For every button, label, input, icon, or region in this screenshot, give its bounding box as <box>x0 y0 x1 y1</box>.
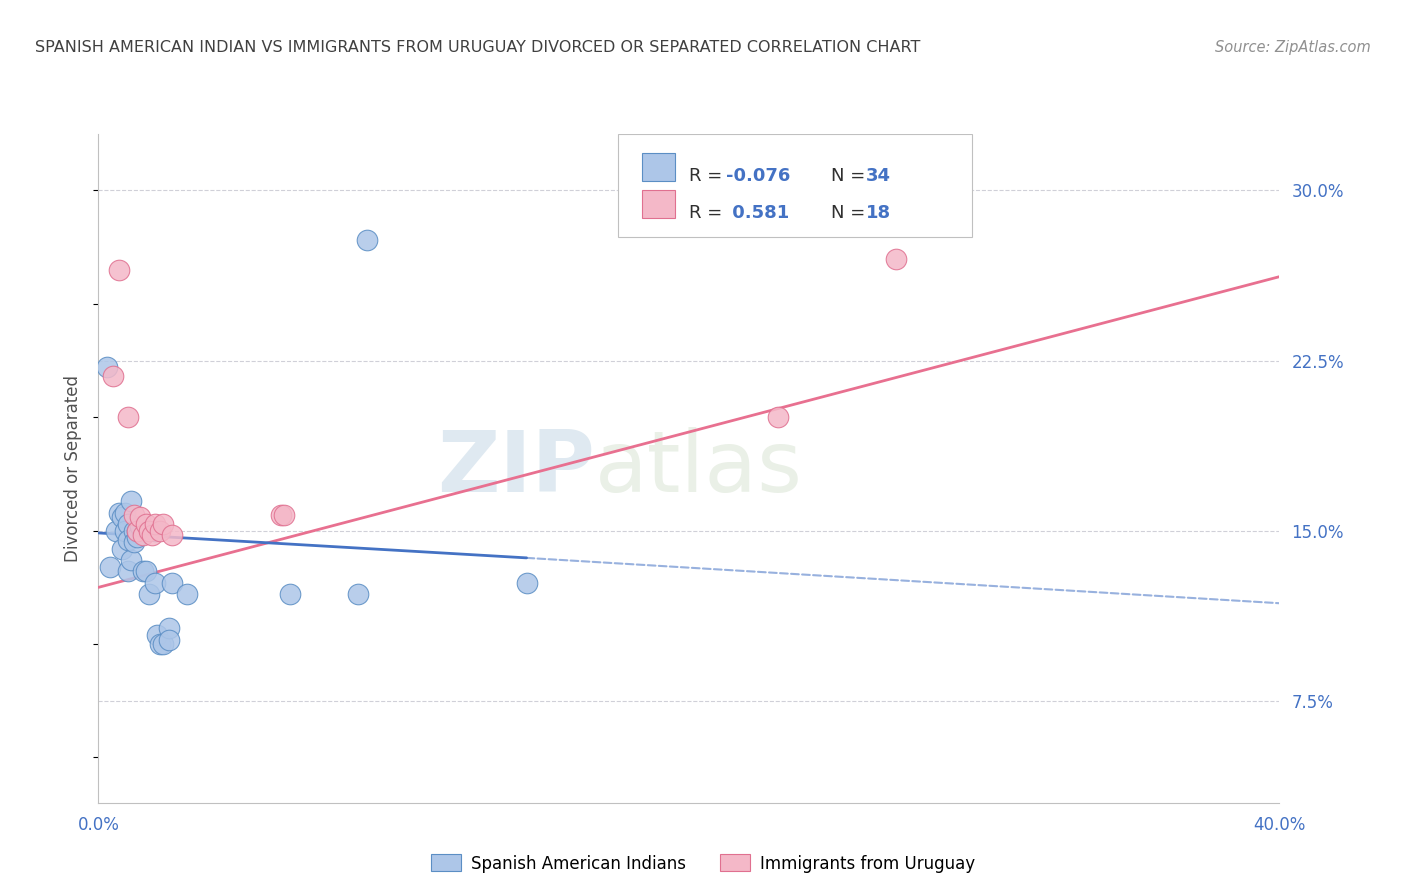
Point <box>128 510 150 524</box>
Point <box>111 510 134 524</box>
Point <box>149 637 172 651</box>
Point <box>152 516 174 531</box>
Text: R =: R = <box>689 167 723 185</box>
Point <box>146 628 169 642</box>
Text: atlas: atlas <box>595 426 803 510</box>
Point <box>120 553 142 567</box>
Point <box>152 637 174 651</box>
Point <box>98 560 121 574</box>
Point <box>157 621 180 635</box>
Point <box>114 524 136 538</box>
Point <box>138 587 160 601</box>
Point <box>347 587 370 601</box>
Text: -0.076: -0.076 <box>725 167 790 185</box>
Point <box>356 233 378 247</box>
Point <box>120 494 142 508</box>
Point <box>125 524 148 538</box>
Point <box>117 565 139 579</box>
FancyBboxPatch shape <box>619 134 973 237</box>
Point <box>117 516 139 531</box>
Point <box>515 575 537 590</box>
Point <box>105 524 128 538</box>
Point <box>122 535 145 549</box>
Point <box>122 524 145 538</box>
Point <box>114 506 136 520</box>
Point <box>132 528 155 542</box>
Point <box>143 516 166 531</box>
Point <box>138 524 160 538</box>
Point <box>176 587 198 601</box>
Point <box>884 252 907 266</box>
Point <box>143 524 166 538</box>
Point <box>132 565 155 579</box>
Point <box>766 410 789 425</box>
Text: R =: R = <box>689 204 723 222</box>
Point <box>135 516 157 531</box>
FancyBboxPatch shape <box>641 153 675 180</box>
Point <box>122 508 145 522</box>
Point <box>157 632 180 647</box>
Point <box>108 263 131 277</box>
Text: 34: 34 <box>866 167 891 185</box>
Text: ZIP: ZIP <box>437 426 595 510</box>
Text: 0.581: 0.581 <box>725 204 789 222</box>
Text: Source: ZipAtlas.com: Source: ZipAtlas.com <box>1215 40 1371 55</box>
Point <box>108 506 131 520</box>
Text: N =: N = <box>831 167 865 185</box>
FancyBboxPatch shape <box>641 190 675 219</box>
Point <box>278 587 302 601</box>
Text: N =: N = <box>831 204 865 222</box>
Point <box>162 528 183 542</box>
Text: 18: 18 <box>866 204 891 222</box>
Legend: Spanish American Indians, Immigrants from Uruguay: Spanish American Indians, Immigrants fro… <box>425 847 981 880</box>
Point <box>117 410 139 425</box>
Point <box>96 360 118 375</box>
Point <box>270 508 292 522</box>
Point <box>141 528 163 542</box>
Point <box>117 533 139 547</box>
Point <box>162 575 183 590</box>
Point <box>135 565 157 579</box>
Point <box>143 575 166 590</box>
Point <box>273 508 295 522</box>
Point <box>128 519 150 533</box>
Point <box>125 531 148 545</box>
Text: SPANISH AMERICAN INDIAN VS IMMIGRANTS FROM URUGUAY DIVORCED OR SEPARATED CORRELA: SPANISH AMERICAN INDIAN VS IMMIGRANTS FR… <box>35 40 921 55</box>
Point <box>111 541 134 556</box>
Point <box>149 524 172 538</box>
Point <box>103 369 125 384</box>
Y-axis label: Divorced or Separated: Divorced or Separated <box>65 375 83 562</box>
Point <box>125 524 148 538</box>
